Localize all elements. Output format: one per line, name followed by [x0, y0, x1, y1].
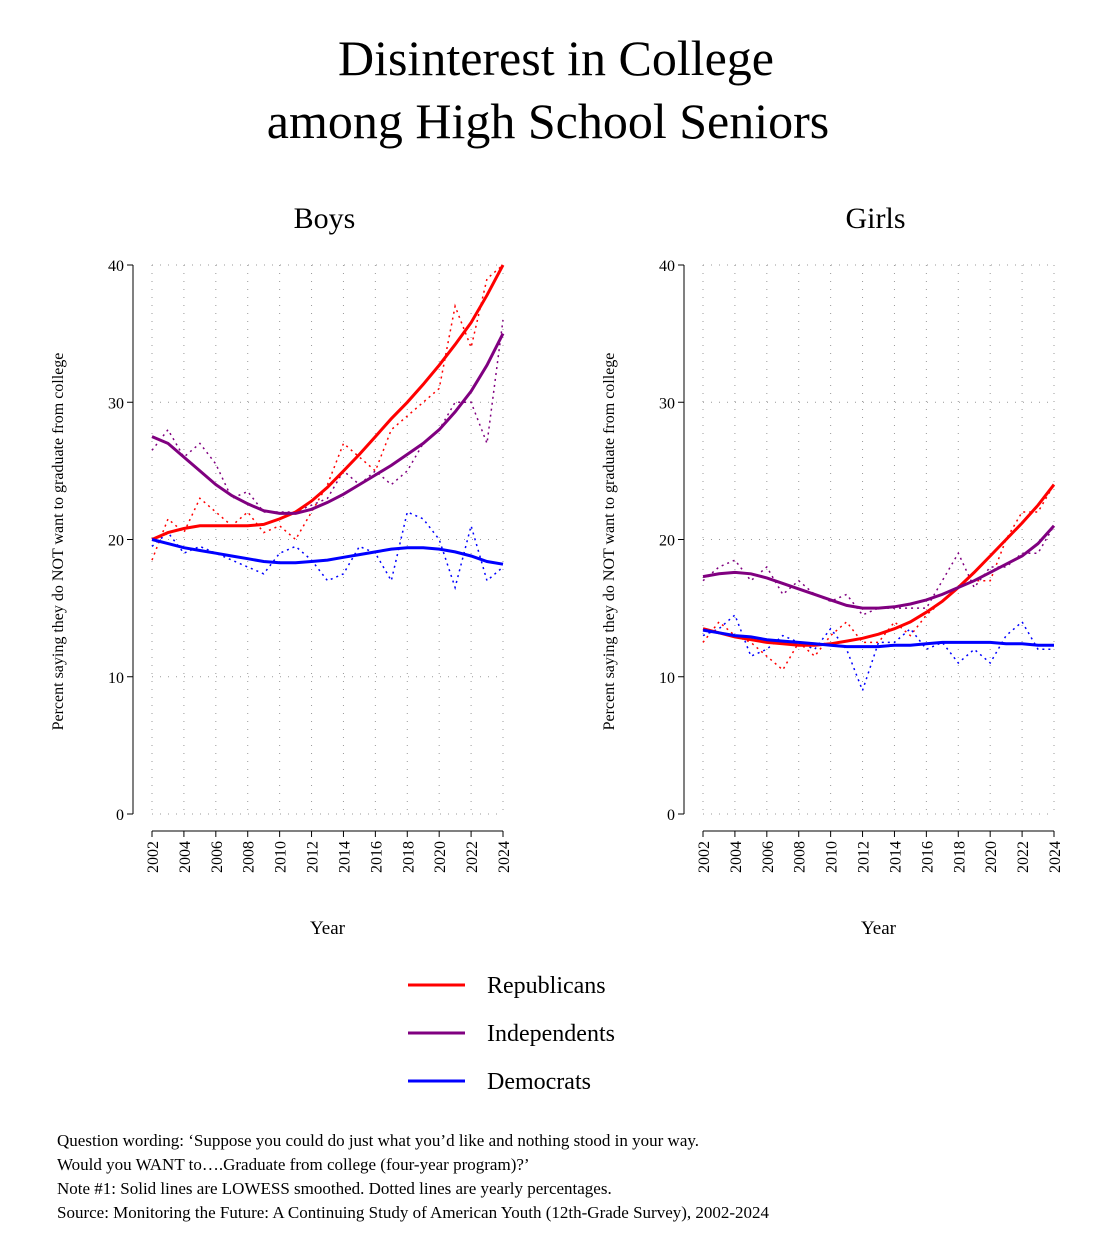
x-tick-label: 2004 [177, 841, 194, 873]
yearly-line [702, 525, 1055, 616]
y-axis-label: Percent saying they do NOT want to gradu… [601, 353, 618, 731]
y-tick-label: 20 [659, 533, 675, 550]
x-tick-label: 2002 [145, 841, 162, 873]
x-tick-label: 2002 [696, 841, 713, 873]
x-tick-label: 2006 [760, 841, 777, 873]
x-tick-label: 2024 [496, 841, 513, 873]
smoothed-line [151, 332, 505, 515]
x-tick-label: 2012 [305, 841, 322, 873]
x-tick-label: 2008 [792, 841, 809, 873]
x-tick-label: 2006 [209, 841, 226, 873]
x-tick-label: 2014 [887, 841, 904, 873]
x-tick-label: 2022 [464, 841, 481, 873]
x-tick-label: 2004 [728, 841, 745, 873]
x-tick-label: 2020 [432, 841, 449, 873]
panel-title: Girls [846, 202, 906, 235]
note: Source: Monitoring the Future: A Continu… [57, 1203, 770, 1222]
y-tick-label: 40 [108, 258, 124, 275]
y-tick-label: 30 [659, 395, 675, 412]
x-tick-label: 2024 [1047, 841, 1064, 873]
note: Question wording: ‘Suppose you could do … [57, 1131, 699, 1150]
y-tick-label: 40 [659, 258, 675, 275]
x-axis-label: Year [861, 918, 897, 939]
x-tick-label: 2020 [983, 841, 1000, 873]
x-tick-label: 2018 [951, 841, 968, 873]
smoothed-line [151, 538, 504, 566]
note: Note #1: Solid lines are LOWESS smoothed… [57, 1179, 612, 1198]
smoothed-line [702, 483, 1056, 647]
legend-label: Democrats [487, 1069, 591, 1095]
legend-label: Republicans [487, 973, 606, 999]
legend-label: Independents [487, 1021, 615, 1047]
y-tick-label: 10 [108, 670, 124, 687]
smoothed-line [151, 264, 505, 541]
chart-title: Disinterest in College [338, 30, 774, 86]
x-tick-label: 2022 [1015, 841, 1032, 873]
x-tick-label: 2012 [856, 841, 873, 873]
yearly-line [151, 264, 504, 561]
x-axis-label: Year [310, 918, 346, 939]
panel-title: Boys [294, 202, 356, 235]
x-tick-label: 2016 [368, 841, 385, 873]
x-tick-label: 2016 [919, 841, 936, 873]
x-tick-label: 2010 [824, 841, 841, 873]
y-tick-label: 0 [667, 807, 675, 824]
yearly-line [702, 484, 1055, 672]
y-tick-label: 10 [659, 670, 675, 687]
y-axis-label: Percent saying they do NOT want to gradu… [50, 353, 67, 731]
note: Would you WANT to….Graduate from college… [57, 1155, 530, 1174]
x-tick-label: 2008 [241, 841, 258, 873]
x-tick-label: 2018 [400, 841, 417, 873]
chart-title: among High School Seniors [267, 93, 829, 149]
y-tick-label: 20 [108, 533, 124, 550]
smoothed-line [702, 628, 1054, 649]
yearly-line [702, 613, 1054, 693]
x-tick-label: 2014 [336, 841, 353, 873]
yearly-line [151, 319, 504, 513]
y-tick-label: 30 [108, 395, 124, 412]
y-tick-label: 0 [116, 807, 124, 824]
smoothed-line [702, 524, 1056, 610]
x-tick-label: 2010 [273, 841, 290, 873]
